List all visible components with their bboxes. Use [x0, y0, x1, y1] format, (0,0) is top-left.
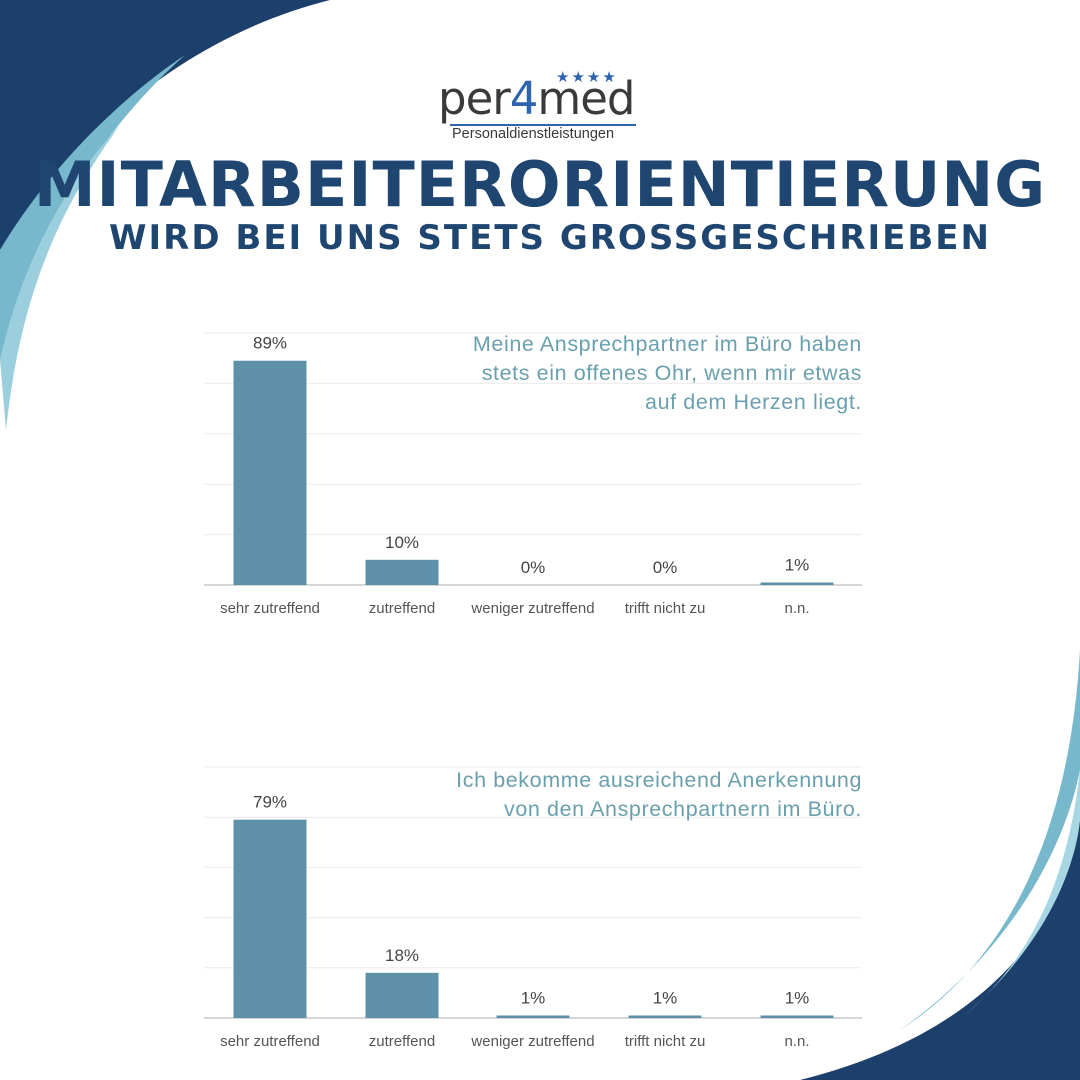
chart-2-data-label: 1%	[521, 988, 546, 1007]
chart-1-category-label: trifft nicht zu	[625, 600, 706, 617]
chart-2-category-label: n.n.	[784, 1033, 809, 1050]
chart-2-data-label: 1%	[785, 988, 810, 1007]
chart-1-category-label: zutreffend	[369, 600, 435, 617]
chart-1-category-label: n.n.	[784, 600, 809, 617]
wave-bottom-right-dark	[800, 820, 1080, 1080]
chart-2-question-line: Ich bekomme ausreichend Anerkennung	[456, 768, 862, 792]
chart-2-data-label: 79%	[253, 793, 287, 812]
page-title: Mitarbeiterorientierung	[33, 148, 1047, 221]
chart-1-question-line: stets ein offenes Ohr, wenn mir etwas	[481, 361, 862, 385]
chart-2-bar	[628, 1015, 702, 1018]
chart-1-category-label: sehr zutreffend	[220, 600, 320, 617]
wave-top-left-dark	[0, 0, 330, 250]
wave-top-left-light	[0, 55, 185, 360]
page-subtitle: wird bei uns stets großgeschrieben	[109, 218, 991, 258]
chart-1-data-label: 0%	[653, 558, 678, 577]
chart-2-data-label: 1%	[653, 988, 678, 1007]
chart-1-category-label: weniger zutreffend	[470, 600, 594, 617]
brand-logo: ★★★★ per4med Personaldienstleistungen	[438, 70, 648, 142]
logo-underline	[450, 124, 636, 126]
chart-2-category-label: weniger zutreffend	[470, 1033, 594, 1050]
chart-1-data-label: 1%	[785, 555, 810, 574]
chart-1-data-label: 89%	[253, 334, 287, 353]
chart-2-bar	[365, 972, 439, 1018]
chart-1-data-label: 0%	[521, 558, 546, 577]
chart-1-bar	[760, 582, 834, 585]
logo-wordmark: per4med	[438, 72, 636, 125]
chart-2-data-label: 18%	[385, 946, 419, 965]
chart-1-question-line: auf dem Herzen liegt.	[645, 390, 862, 414]
logo-word-part1: per	[438, 72, 511, 125]
chart-2-bar	[760, 1015, 834, 1018]
chart-2-question-line: von den Ansprechpartnern im Büro.	[503, 797, 862, 821]
chart-2-category-label: sehr zutreffend	[220, 1033, 320, 1050]
chart-2-category-label: trifft nicht zu	[625, 1033, 706, 1050]
chart-2-bar	[233, 819, 307, 1018]
chart-1-bar	[365, 559, 439, 585]
chart-1-question-line: Meine Ansprechpartner im Büro haben	[472, 332, 862, 356]
logo-word-part3: med	[537, 72, 635, 125]
logo-tagline: Personaldienstleistungen	[452, 126, 615, 142]
chart-1-data-label: 10%	[385, 533, 419, 552]
logo-stars: ★★★★	[556, 69, 618, 86]
chart-2-category-label: zutreffend	[369, 1033, 435, 1050]
chart-1-question: Meine Ansprechpartner im Büro haben stet…	[473, 330, 862, 417]
logo-word-part2: 4	[509, 72, 539, 125]
chart-2-bar	[496, 1015, 570, 1018]
wave-bottom-right-thin	[965, 770, 1080, 1015]
chart-1-bar	[233, 360, 307, 585]
chart-2-question: Ich bekomme ausreichend Anerkennung von …	[456, 766, 862, 824]
